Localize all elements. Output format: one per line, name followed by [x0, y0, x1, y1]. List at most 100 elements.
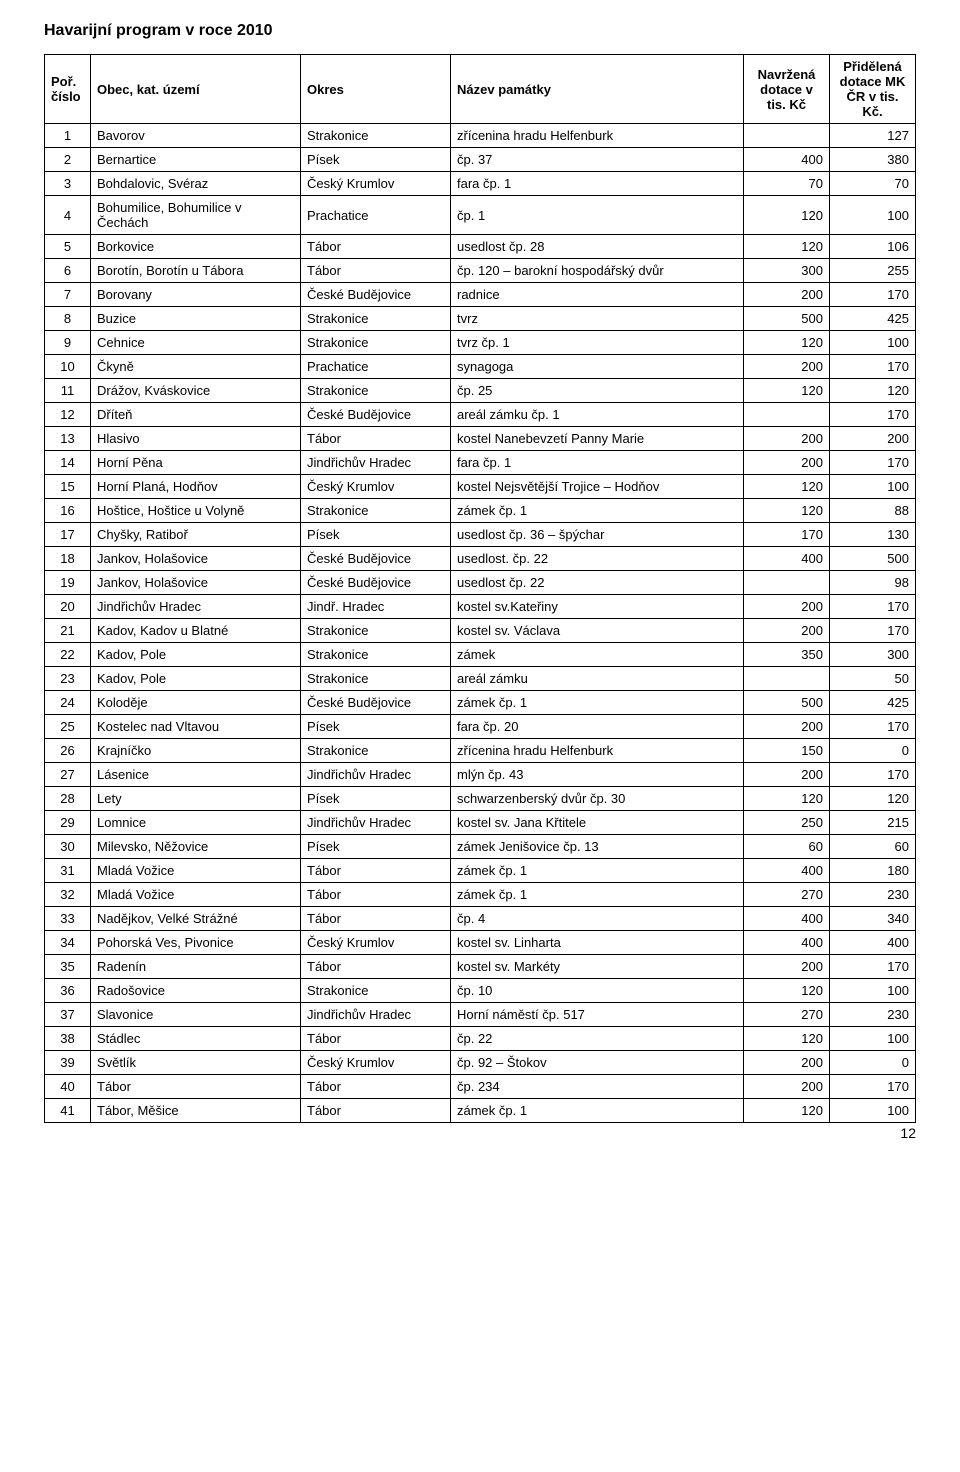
cell-obec: Drážov, Kváskovice — [91, 379, 301, 403]
table-row: 13HlasivoTáborkostel Nanebevzetí Panny M… — [45, 427, 916, 451]
cell-no: 34 — [45, 931, 91, 955]
cell-pridelena: 100 — [830, 979, 916, 1003]
cell-no: 8 — [45, 307, 91, 331]
cell-pridelena: 0 — [830, 739, 916, 763]
table-row: 5BorkoviceTáborusedlost čp. 28120106 — [45, 235, 916, 259]
cell-no: 19 — [45, 571, 91, 595]
cell-okres: Tábor — [301, 883, 451, 907]
cell-okres: Strakonice — [301, 667, 451, 691]
table-row: 28LetyPísekschwarzenberský dvůr čp. 3012… — [45, 787, 916, 811]
cell-obec: Kostelec nad Vltavou — [91, 715, 301, 739]
cell-no: 2 — [45, 148, 91, 172]
cell-no: 13 — [45, 427, 91, 451]
cell-pridelena: 425 — [830, 307, 916, 331]
cell-okres: Strakonice — [301, 379, 451, 403]
cell-obec: Světlík — [91, 1051, 301, 1075]
cell-no: 20 — [45, 595, 91, 619]
cell-nazev: schwarzenberský dvůr čp. 30 — [451, 787, 744, 811]
cell-okres: Strakonice — [301, 499, 451, 523]
cell-navrzena: 500 — [744, 307, 830, 331]
cell-no: 14 — [45, 451, 91, 475]
cell-navrzena: 120 — [744, 499, 830, 523]
cell-pridelena: 88 — [830, 499, 916, 523]
cell-obec: Borovany — [91, 283, 301, 307]
cell-nazev: usedlost čp. 22 — [451, 571, 744, 595]
cell-no: 29 — [45, 811, 91, 835]
cell-nazev: zámek čp. 1 — [451, 691, 744, 715]
cell-no: 40 — [45, 1075, 91, 1099]
cell-obec: Lásenice — [91, 763, 301, 787]
cell-navrzena: 120 — [744, 235, 830, 259]
cell-nazev: fara čp. 20 — [451, 715, 744, 739]
cell-pridelena: 215 — [830, 811, 916, 835]
header-pridelena: Přidělená dotace MK ČR v tis. Kč. — [830, 55, 916, 124]
cell-pridelena: 130 — [830, 523, 916, 547]
cell-nazev: zřícenina hradu Helfenburk — [451, 739, 744, 763]
cell-no: 5 — [45, 235, 91, 259]
cell-nazev: kostel sv.Kateřiny — [451, 595, 744, 619]
cell-navrzena: 200 — [744, 283, 830, 307]
table-row: 25Kostelec nad VltavouPísekfara čp. 2020… — [45, 715, 916, 739]
cell-no: 15 — [45, 475, 91, 499]
cell-navrzena: 120 — [744, 1099, 830, 1123]
table-row: 41Tábor, MěšiceTáborzámek čp. 1120100 — [45, 1099, 916, 1123]
table-row: 3Bohdalovic, SvérazČeský Krumlovfara čp.… — [45, 172, 916, 196]
cell-nazev: zámek čp. 1 — [451, 859, 744, 883]
cell-no: 3 — [45, 172, 91, 196]
cell-nazev: usedlost čp. 36 – špýchar — [451, 523, 744, 547]
cell-nazev: usedlost. čp. 22 — [451, 547, 744, 571]
cell-no: 7 — [45, 283, 91, 307]
table-row: 35RadenínTáborkostel sv. Markéty200170 — [45, 955, 916, 979]
table-row: 2BernarticePísekčp. 37400380 — [45, 148, 916, 172]
cell-okres: Prachatice — [301, 355, 451, 379]
cell-no: 9 — [45, 331, 91, 355]
table-row: 32Mladá VožiceTáborzámek čp. 1270230 — [45, 883, 916, 907]
header-no: Poř. číslo — [45, 55, 91, 124]
cell-navrzena: 120 — [744, 379, 830, 403]
cell-navrzena: 400 — [744, 907, 830, 931]
cell-okres: Strakonice — [301, 307, 451, 331]
cell-okres: Tábor — [301, 859, 451, 883]
cell-navrzena: 250 — [744, 811, 830, 835]
cell-obec: Slavonice — [91, 1003, 301, 1027]
cell-nazev: synagoga — [451, 355, 744, 379]
cell-pridelena: 98 — [830, 571, 916, 595]
table-row: 40TáborTáborčp. 234200170 — [45, 1075, 916, 1099]
cell-okres: Jindřichův Hradec — [301, 763, 451, 787]
table-row: 11Drážov, KváskoviceStrakonicečp. 251201… — [45, 379, 916, 403]
cell-pridelena: 0 — [830, 1051, 916, 1075]
cell-okres: Český Krumlov — [301, 172, 451, 196]
cell-navrzena: 120 — [744, 979, 830, 1003]
cell-okres: Písek — [301, 835, 451, 859]
cell-navrzena: 200 — [744, 1075, 830, 1099]
cell-obec: Radenín — [91, 955, 301, 979]
cell-no: 37 — [45, 1003, 91, 1027]
cell-pridelena: 500 — [830, 547, 916, 571]
cell-pridelena: 400 — [830, 931, 916, 955]
cell-no: 23 — [45, 667, 91, 691]
cell-navrzena: 500 — [744, 691, 830, 715]
cell-okres: Tábor — [301, 955, 451, 979]
cell-okres: České Budějovice — [301, 571, 451, 595]
cell-obec: Kadov, Pole — [91, 643, 301, 667]
cell-obec: Bohumilice, Bohumilice v Čechách — [91, 196, 301, 235]
table-row: 6Borotín, Borotín u TáboraTáborčp. 120 –… — [45, 259, 916, 283]
cell-pridelena: 106 — [830, 235, 916, 259]
cell-obec: Bavorov — [91, 124, 301, 148]
cell-pridelena: 170 — [830, 355, 916, 379]
cell-obec: Kadov, Pole — [91, 667, 301, 691]
cell-obec: Radošovice — [91, 979, 301, 1003]
cell-no: 11 — [45, 379, 91, 403]
cell-pridelena: 380 — [830, 148, 916, 172]
cell-pridelena: 170 — [830, 403, 916, 427]
table-row: 23Kadov, PoleStrakoniceareál zámku50 — [45, 667, 916, 691]
cell-navrzena: 200 — [744, 763, 830, 787]
cell-pridelena: 170 — [830, 955, 916, 979]
cell-nazev: kostel Nejsvětější Trojice – Hodňov — [451, 475, 744, 499]
document-title: Havarijní program v roce 2010 — [44, 22, 916, 40]
cell-navrzena: 120 — [744, 475, 830, 499]
cell-navrzena: 120 — [744, 787, 830, 811]
cell-pridelena: 230 — [830, 883, 916, 907]
cell-okres: Tábor — [301, 1075, 451, 1099]
table-row: 18Jankov, HolašoviceČeské Budějoviceused… — [45, 547, 916, 571]
